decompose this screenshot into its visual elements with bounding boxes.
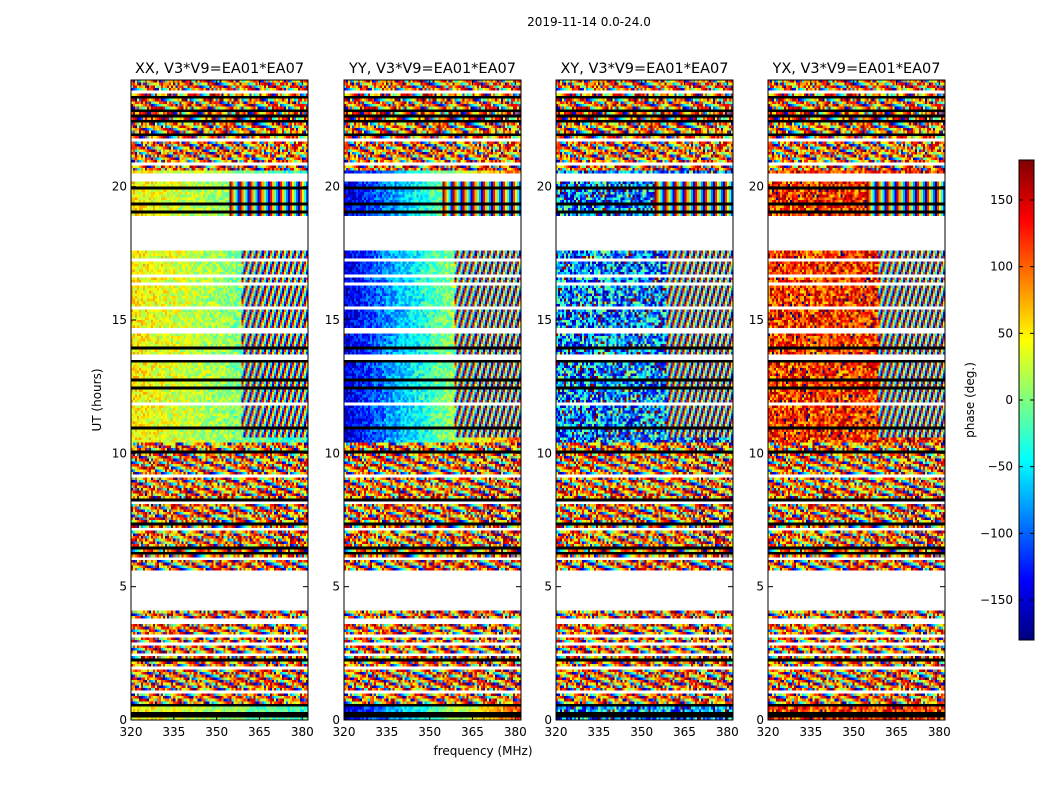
y-tick-label: 10 [325,446,340,460]
x-axis-label: frequency (MHz) [433,744,532,758]
y-tick-label: 10 [112,446,127,460]
y-tick-label: 0 [119,713,127,727]
x-tick-label: 335 [162,725,185,739]
y-tick-label: 15 [325,313,340,327]
phase-figure: 2019-11-14 0.0-24.0 XX, V3*V9=EA01*EA07 3… [0,0,1050,800]
panel-title: XX, V3*V9=EA01*EA07 [135,61,304,77]
colorbar-tick-label: 100 [990,260,1013,274]
y-tick-label: 15 [537,313,552,327]
colorbar-tick-label: 0 [1005,393,1013,407]
y-axis-label: UT (hours) [90,368,104,431]
y-tick-label: 0 [332,713,340,727]
colorbar-tick-label: 50 [998,326,1013,340]
y-tick-label: 5 [756,580,764,594]
y-tick-label: 20 [112,180,127,194]
panel-yx: YX, V3*V9=EA01*EA07 320 335 350 365 380 0 5 10 15… [749,61,951,739]
x-tick-label: 350 [418,725,441,739]
panel-title: YX, V3*V9=EA01*EA07 [771,61,940,77]
x-tick-label: 350 [630,725,653,739]
x-tick-label: 320 [120,725,143,739]
colorbar-tick-label: −150 [980,593,1013,607]
y-tick-label: 0 [756,713,764,727]
x-tick-label: 335 [587,725,610,739]
colorbar-tick-label: −50 [988,460,1013,474]
x-tick-label: 365 [461,725,484,739]
heatmap-image-xy [556,80,733,720]
x-tick-label: 335 [799,725,822,739]
x-tick-label: 380 [504,725,527,739]
x-tick-label: 365 [885,725,908,739]
y-tick-label: 5 [332,580,340,594]
x-tick-label: 320 [333,725,356,739]
figure-suptitle: 2019-11-14 0.0-24.0 [527,15,651,29]
x-tick-label: 320 [545,725,568,739]
x-tick-label: 335 [375,725,398,739]
panel-xx: XX, V3*V9=EA01*EA07 320 335 350 365 380 0 5 10 15… [112,61,314,739]
y-tick-label: 5 [119,580,127,594]
y-tick-label: 15 [112,313,127,327]
y-tick-label: 10 [537,446,552,460]
x-tick-label: 350 [205,725,228,739]
y-tick-label: 20 [325,180,340,194]
panel-yy: YY, V3*V9=EA01*EA07 320 335 350 365 380 0 5 10 15… [325,61,527,739]
x-tick-label: 365 [248,725,271,739]
x-tick-label: 380 [291,725,314,739]
x-tick-label: 350 [842,725,865,739]
heatmap-image-yy [344,80,521,720]
colorbar: −150 −100 −50 0 50 100 150 phase (deg.) [963,160,1034,640]
heatmap-image-yx [768,80,945,720]
x-tick-label: 380 [928,725,951,739]
colorbar-tick-label: 150 [990,193,1013,207]
y-tick-label: 20 [749,180,764,194]
colorbar-tick-label: −100 [980,526,1013,540]
heatmap-image-xx [131,80,308,720]
y-tick-label: 5 [544,580,552,594]
colorbar-label: phase (deg.) [963,362,977,438]
panels-group: XX, V3*V9=EA01*EA07 320 335 350 365 380 0 5 10 15… [112,61,951,739]
y-tick-label: 0 [544,713,552,727]
panel-xy: XY, V3*V9=EA01*EA07 320 335 350 365 380 0 5 10 15… [537,61,739,739]
x-tick-label: 320 [757,725,780,739]
x-tick-label: 380 [716,725,739,739]
y-tick-label: 10 [749,446,764,460]
y-tick-label: 20 [537,180,552,194]
panel-title: XY, V3*V9=EA01*EA07 [560,61,728,77]
y-tick-label: 15 [749,313,764,327]
x-tick-label: 365 [673,725,696,739]
panel-title: YY, V3*V9=EA01*EA07 [348,61,516,77]
